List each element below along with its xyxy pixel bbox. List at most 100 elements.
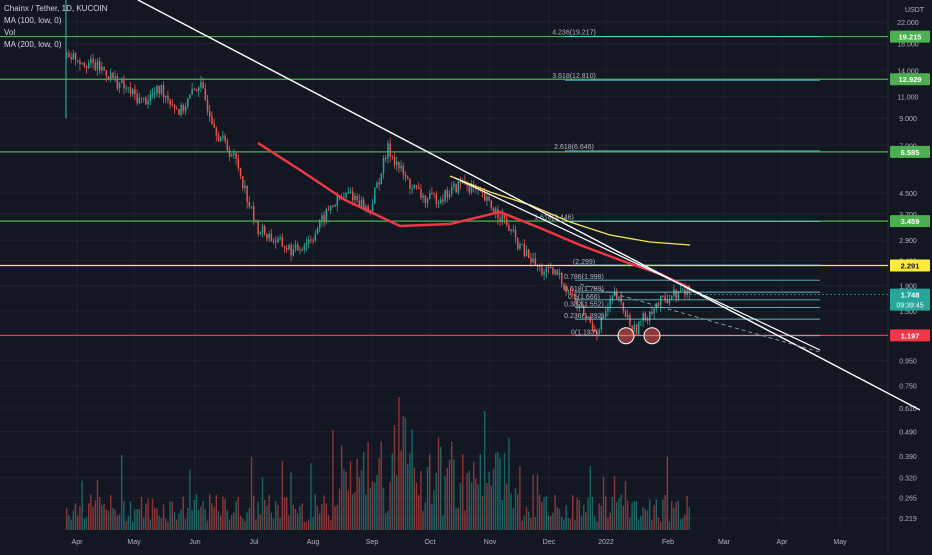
candle-body <box>244 185 246 189</box>
candle-body <box>151 93 154 95</box>
price-axis <box>888 0 932 550</box>
indicator-ma100-label[interactable]: MA (100, low, 0) <box>4 16 62 25</box>
x-tick-label: Apr <box>777 539 789 546</box>
level-price-tag <box>890 329 930 342</box>
volume-bar <box>79 506 81 530</box>
candle-body <box>378 182 380 185</box>
fib-retracement-label: (2.299) <box>573 259 595 266</box>
volume-bar <box>488 471 490 530</box>
level-price-tag <box>890 145 930 158</box>
candle-body <box>572 294 574 296</box>
candle-body <box>363 199 365 210</box>
candle-body <box>638 321 640 335</box>
indicator-ma200-label[interactable]: MA (200, low, 0) <box>4 40 62 49</box>
indicator-vol-label[interactable]: Vol <box>4 28 16 37</box>
volume-bar <box>651 520 653 530</box>
volume-bar <box>369 487 371 530</box>
candle-body <box>237 158 240 169</box>
candle-body <box>118 82 121 89</box>
volume-bar <box>431 503 433 530</box>
volume-bar <box>512 508 514 530</box>
volume-bar <box>149 519 151 530</box>
volume-bar <box>638 519 640 530</box>
volume-bar <box>217 511 220 530</box>
volume-bar <box>70 519 72 530</box>
volume-bar <box>569 518 572 530</box>
volume-bar <box>116 515 118 530</box>
volume-bar <box>283 497 286 530</box>
fib-retracement-label: 0.382(1.552) <box>564 301 604 308</box>
volume-bar <box>618 498 620 530</box>
candle-body <box>563 283 565 288</box>
volume-bar <box>655 499 657 530</box>
volume-bar <box>649 499 651 530</box>
volume-bar <box>415 482 418 530</box>
candle-body <box>215 127 218 136</box>
candle-body <box>682 289 684 291</box>
candle-body <box>534 258 537 266</box>
volume-bar <box>129 501 132 530</box>
candle-body <box>468 185 471 193</box>
volume-bar <box>477 484 479 530</box>
volume-bar <box>600 505 602 530</box>
candle-body <box>602 316 605 318</box>
candle-body <box>213 123 215 128</box>
candle-body <box>523 244 526 257</box>
volume-bar <box>81 480 83 530</box>
volume-bar <box>490 485 492 530</box>
volume-bar <box>525 506 528 530</box>
volume-bar <box>334 506 336 530</box>
candle-body <box>178 109 180 115</box>
level-price-tag <box>890 215 930 228</box>
candle-body <box>561 272 563 284</box>
candle-body <box>222 135 224 138</box>
candle-body <box>413 185 416 189</box>
candle-body <box>440 199 442 203</box>
level-price-tag <box>890 73 930 86</box>
volume-bar <box>281 460 283 530</box>
volume-bar <box>671 500 673 530</box>
volume-bar <box>268 495 270 530</box>
volume-bar <box>118 514 121 530</box>
candle-body <box>134 89 136 95</box>
volume-bar <box>420 470 422 530</box>
candle-body <box>437 202 440 204</box>
candle-body <box>426 199 429 203</box>
volume-bar <box>563 519 565 530</box>
level-price-label: 3.459 <box>901 217 920 226</box>
volume-bar <box>277 504 279 530</box>
candle-body <box>530 257 532 263</box>
candle-body <box>633 324 636 332</box>
candle-body <box>125 87 127 89</box>
volume-bar <box>272 518 275 530</box>
candle-body <box>492 207 495 213</box>
volume-bar <box>455 508 457 530</box>
candle-body <box>653 308 655 314</box>
volume-bar <box>451 441 453 530</box>
candle-body <box>488 196 490 201</box>
candle-body <box>360 199 363 208</box>
fib-extension-label: 2.618(6.646) <box>554 144 594 151</box>
candle-body <box>110 72 112 80</box>
candle-body <box>457 181 460 193</box>
volume-bar <box>371 481 374 530</box>
volume-bar <box>323 495 325 530</box>
volume-bar <box>167 521 169 530</box>
candle-body <box>673 289 675 297</box>
candle-body <box>486 196 488 201</box>
candle-body <box>429 193 431 200</box>
double-bottom-marker <box>617 327 635 345</box>
volume-bar <box>552 512 554 530</box>
volume-bar <box>534 517 536 530</box>
candle-body <box>261 226 264 233</box>
candle-body <box>99 61 101 71</box>
candle-body <box>565 287 567 292</box>
volume-bar <box>539 494 541 530</box>
candle-body <box>169 99 171 105</box>
x-tick-label: Dec <box>543 539 556 546</box>
x-tick-label: Oct <box>425 539 436 546</box>
volume-bar <box>173 511 176 530</box>
volume-bar <box>374 482 376 530</box>
